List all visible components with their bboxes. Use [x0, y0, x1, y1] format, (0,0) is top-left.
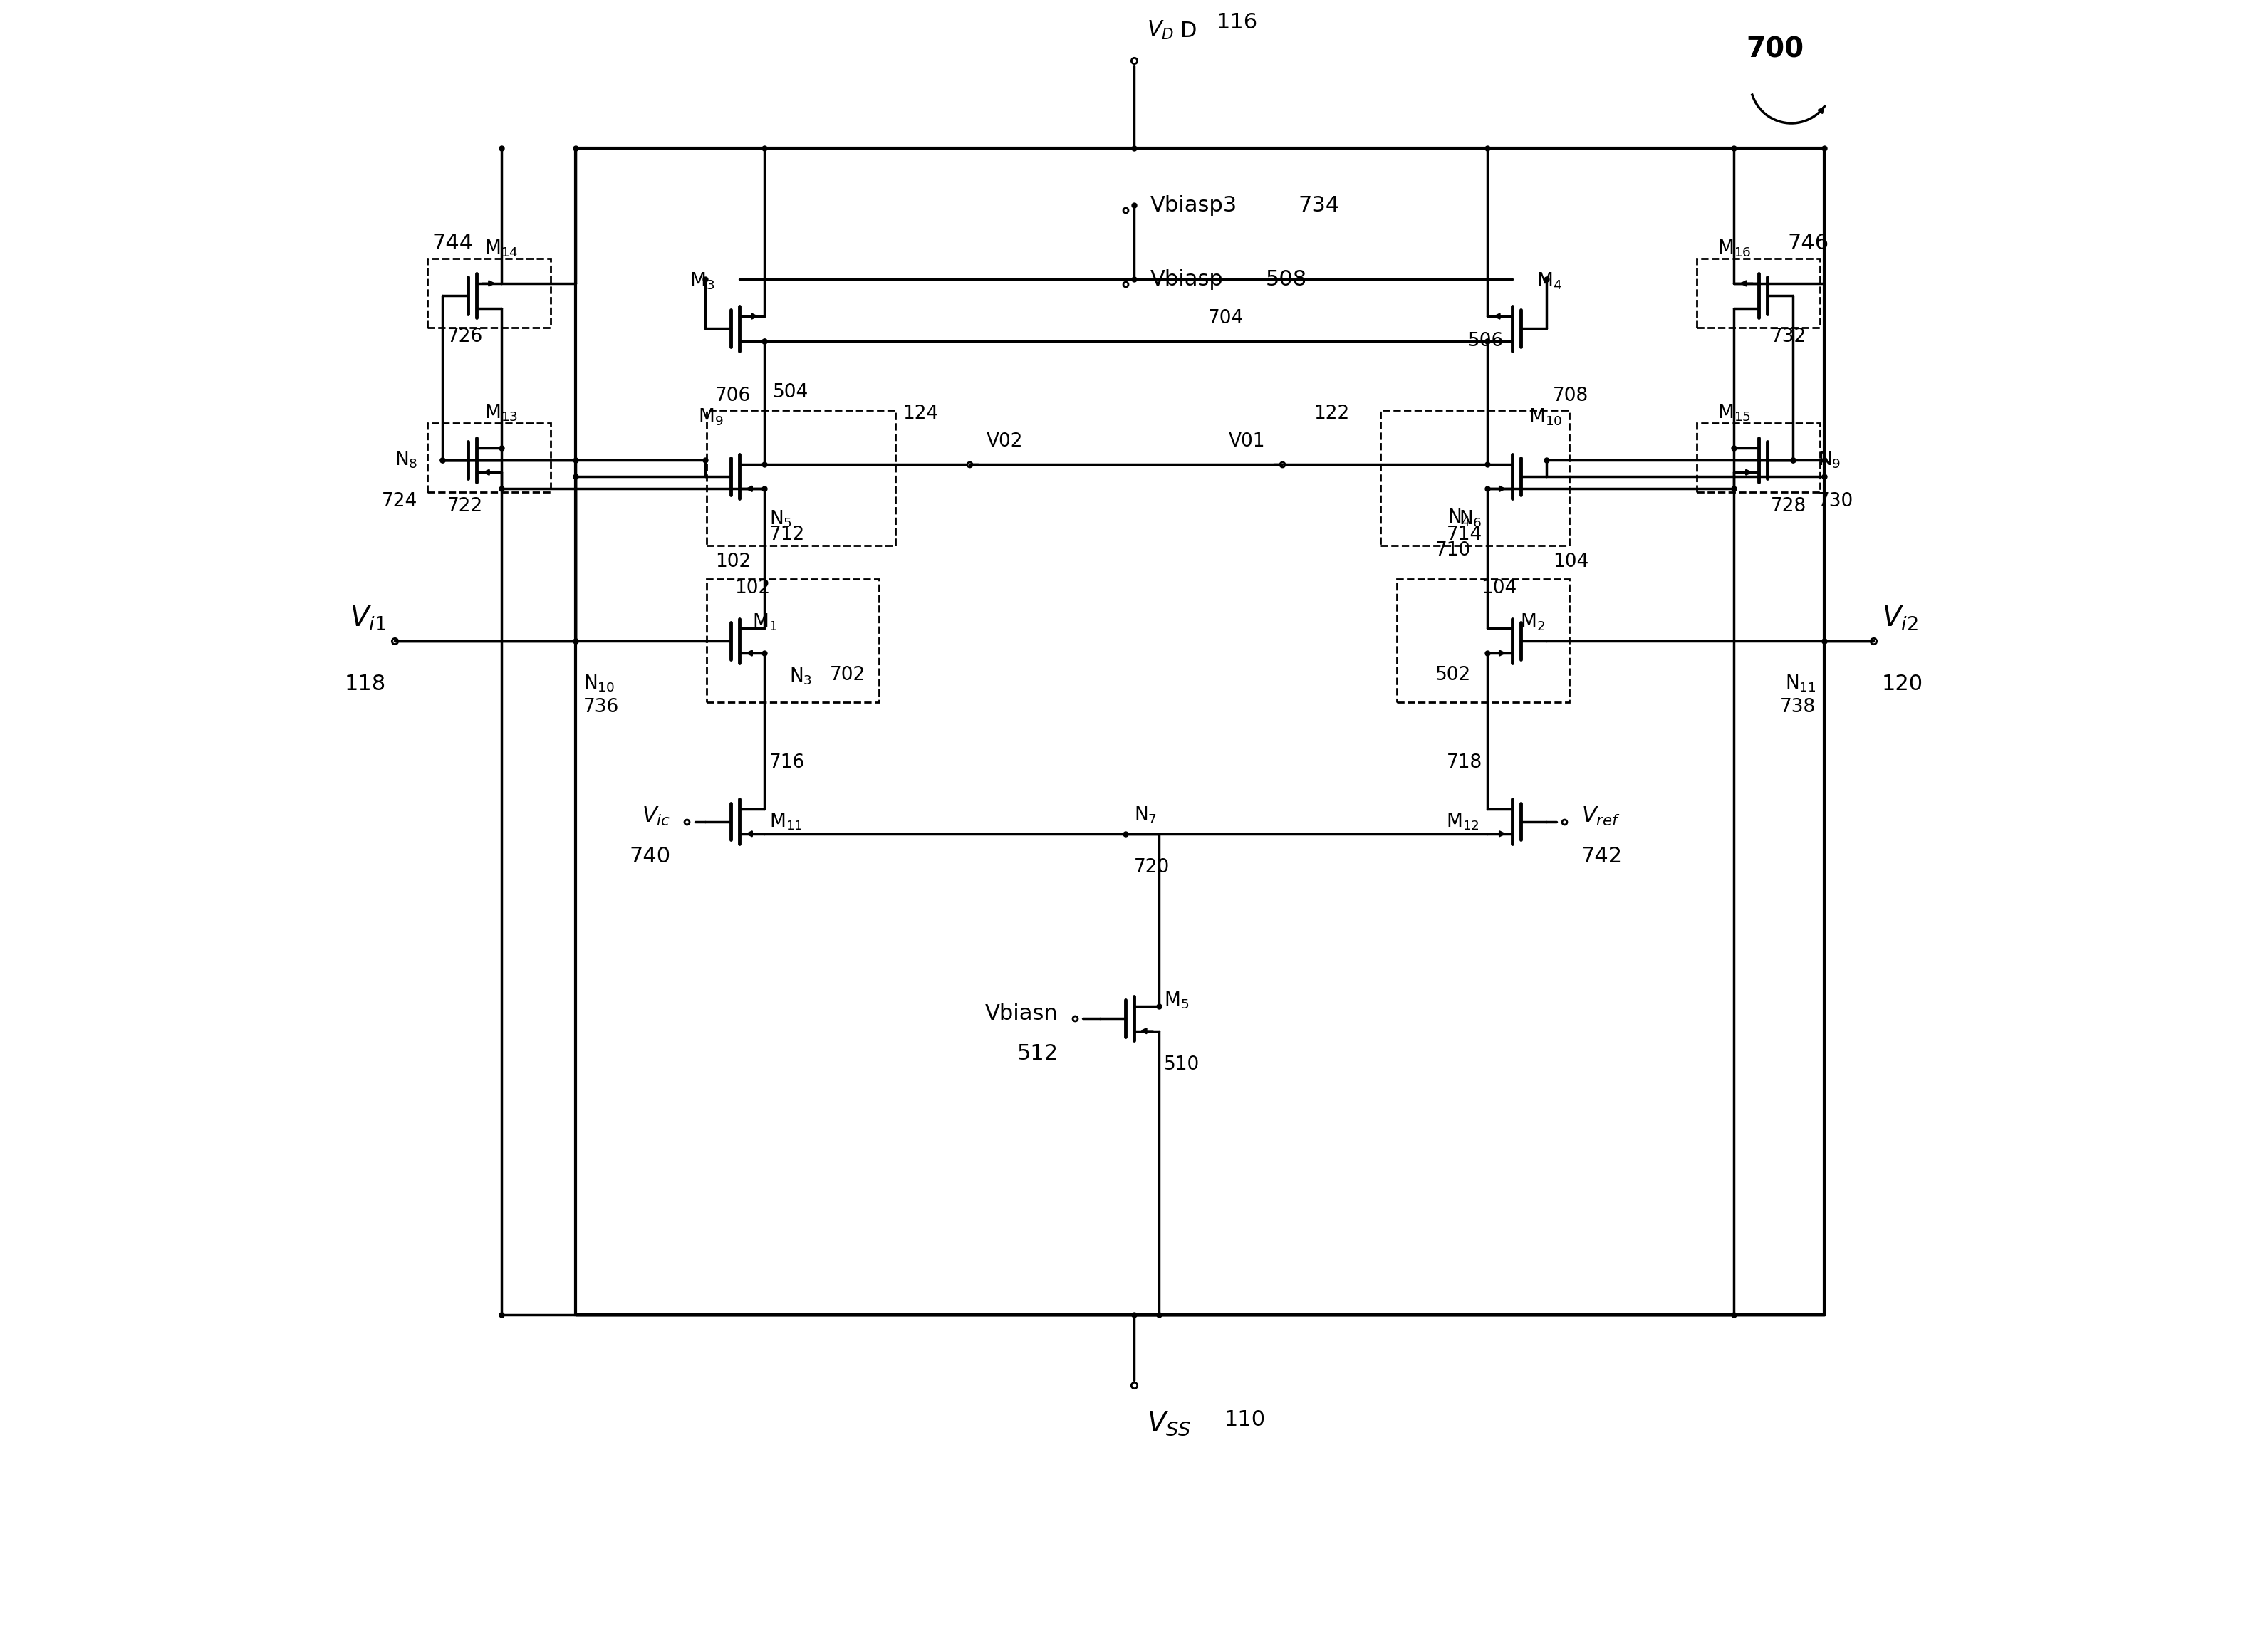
Text: 742: 742 [1581, 846, 1622, 868]
Text: 118: 118 [345, 674, 386, 695]
Text: V01: V01 [1229, 432, 1266, 452]
Text: Vbiasp3: Vbiasp3 [1150, 196, 1238, 215]
Text: $V_{ic}$: $V_{ic}$ [642, 805, 671, 828]
Text: 720: 720 [1134, 858, 1170, 877]
Text: Vbiasn: Vbiasn [984, 1004, 1059, 1024]
Text: N$_{11}$: N$_{11}$ [1785, 674, 1817, 693]
Bar [576, 148, 1823, 1314]
Text: 714: 714 [1447, 526, 1483, 544]
Bar [708, 409, 896, 545]
Text: 504: 504 [773, 383, 807, 401]
Text: 512: 512 [1016, 1043, 1059, 1065]
Text: V02: V02 [987, 432, 1023, 452]
Text: M$_2$: M$_2$ [1520, 613, 1545, 633]
Text: 124: 124 [903, 404, 939, 424]
Text: N$_{10}$: N$_{10}$ [583, 674, 615, 693]
Text: M$_3$: M$_3$ [689, 271, 714, 292]
Text: M$_1$: M$_1$ [753, 613, 778, 633]
Text: N$_5$: N$_5$ [769, 509, 792, 529]
Text: $V_D$: $V_D$ [1148, 20, 1175, 41]
Text: D: D [1179, 20, 1198, 41]
Text: M$_4$: M$_4$ [1538, 271, 1563, 292]
Text: N$_4$: N$_4$ [1447, 508, 1472, 527]
Text: M$_5$: M$_5$ [1163, 991, 1188, 1010]
Bar [1397, 580, 1569, 703]
Text: M$_{10}$: M$_{10}$ [1529, 407, 1563, 427]
Text: M$_{16}$: M$_{16}$ [1717, 238, 1751, 258]
Text: 102: 102 [735, 580, 771, 598]
Text: 502: 502 [1436, 667, 1472, 685]
Text: 506: 506 [1467, 332, 1504, 350]
Text: 122: 122 [1313, 404, 1349, 424]
Text: 724: 724 [381, 491, 417, 511]
Text: 700: 700 [1746, 36, 1803, 62]
Text: 738: 738 [1780, 698, 1817, 716]
Text: V$_{i2}$: V$_{i2}$ [1882, 605, 1919, 633]
Bar [426, 424, 551, 493]
Text: 110: 110 [1225, 1410, 1266, 1431]
Text: 116: 116 [1216, 12, 1256, 33]
Text: 712: 712 [769, 526, 805, 544]
Text: 722: 722 [447, 496, 483, 516]
Bar [1696, 258, 1821, 329]
Text: N$_8$: N$_8$ [395, 450, 417, 470]
Text: $V_{ref}$: $V_{ref}$ [1581, 805, 1619, 828]
Text: 510: 510 [1163, 1055, 1200, 1075]
Text: 734: 734 [1297, 196, 1340, 215]
Text: 718: 718 [1447, 754, 1483, 772]
Text: Vbiasp: Vbiasp [1150, 269, 1225, 289]
Text: 508: 508 [1266, 269, 1306, 289]
Text: V$_{i1}$: V$_{i1}$ [349, 605, 386, 633]
Text: 730: 730 [1817, 491, 1853, 511]
Text: 120: 120 [1882, 674, 1923, 695]
Text: 104: 104 [1481, 580, 1517, 598]
Text: 708: 708 [1554, 386, 1590, 406]
Text: M$_9$: M$_9$ [699, 407, 723, 427]
Text: 716: 716 [769, 754, 805, 772]
Bar [1696, 424, 1821, 493]
Bar [1381, 409, 1569, 545]
Text: N$_6$: N$_6$ [1458, 509, 1483, 529]
Text: 746: 746 [1787, 233, 1828, 255]
Text: N$_7$: N$_7$ [1134, 805, 1157, 825]
Text: 704: 704 [1209, 309, 1243, 329]
Text: 726: 726 [447, 329, 483, 347]
Text: M$_{13}$: M$_{13}$ [483, 403, 517, 424]
Text: 740: 740 [628, 846, 671, 868]
Text: M$_{11}$: M$_{11}$ [769, 812, 803, 831]
Bar [708, 580, 880, 703]
Text: M$_{15}$: M$_{15}$ [1717, 403, 1751, 424]
Text: M$_{14}$: M$_{14}$ [483, 238, 517, 258]
Text: 706: 706 [714, 386, 751, 406]
Text: 732: 732 [1771, 329, 1808, 347]
Text: 104: 104 [1554, 552, 1590, 570]
Text: 710: 710 [1436, 541, 1472, 560]
Text: 702: 702 [830, 667, 866, 685]
Text: 728: 728 [1771, 496, 1808, 516]
Text: 736: 736 [583, 698, 619, 716]
Bar [426, 258, 551, 329]
Text: N$_9$: N$_9$ [1817, 450, 1842, 470]
Text: 102: 102 [714, 552, 751, 570]
Text: M$_{12}$: M$_{12}$ [1445, 812, 1479, 831]
Text: 744: 744 [433, 233, 474, 255]
Text: N$_3$: N$_3$ [789, 667, 812, 687]
Text: $V_{SS}$: $V_{SS}$ [1148, 1410, 1191, 1438]
